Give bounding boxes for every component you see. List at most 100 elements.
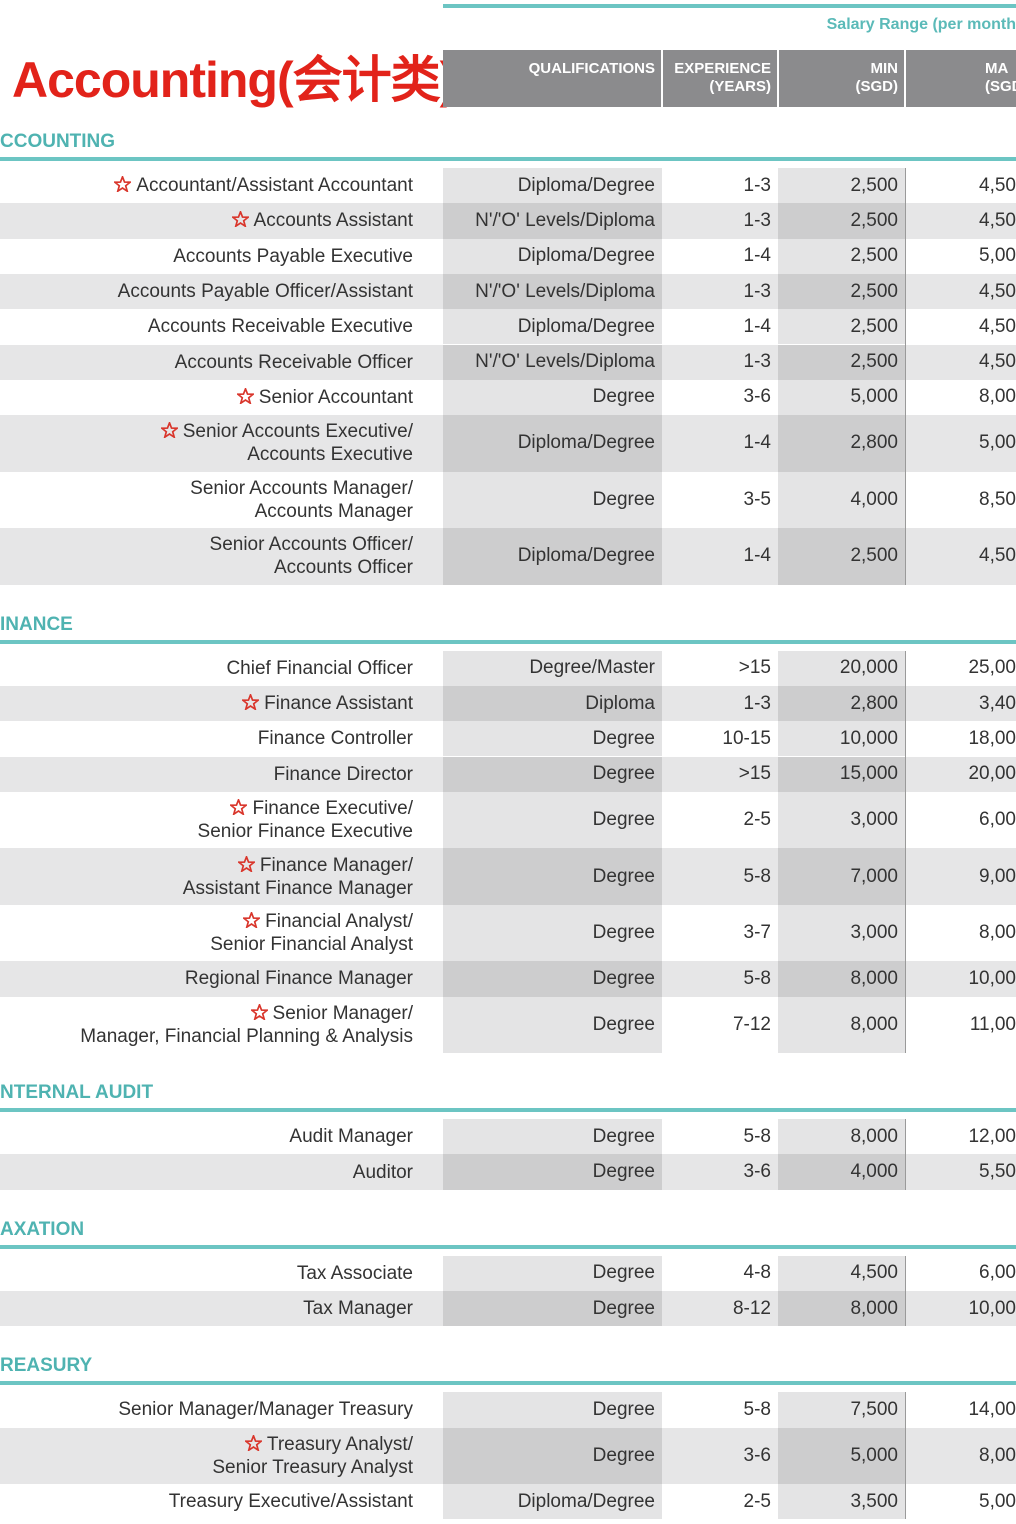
job-title-line: Senior Accounts Officer/ <box>210 533 413 556</box>
qualification-text: Degree <box>592 386 655 408</box>
job-title-line: Accounts Payable Executive <box>173 245 413 268</box>
job-title: Tax Manager <box>0 1291 413 1326</box>
job-title-line: Tax Associate <box>297 1262 413 1285</box>
qualification-text: Degree <box>592 727 655 749</box>
row-background <box>0 650 443 686</box>
job-title-line: Finance Assistant <box>242 692 413 715</box>
max-text: 5,50 <box>979 1161 1016 1183</box>
max-text: 4,50 <box>979 209 1016 231</box>
min-cell: 8,000 <box>778 996 905 1054</box>
qualification-text: Diploma/Degree <box>517 315 655 337</box>
job-title-text: Accounts Officer <box>273 557 413 579</box>
job-title-text: Finance Assistant <box>264 693 413 715</box>
job-title-line: Senior Accounts Manager/ <box>190 477 413 500</box>
min-cell: 5,000 <box>778 379 905 416</box>
row-background <box>0 344 443 380</box>
job-title-line: Finance Controller <box>258 727 413 750</box>
qualification-text: N'/'O' Levels/Diploma <box>475 209 655 231</box>
qualification-text: Diploma/Degree <box>517 174 655 196</box>
min-cell: 10,000 <box>778 721 905 757</box>
job-title: Accounts Payable Executive <box>0 239 413 274</box>
min-cell: 5,000 <box>778 1427 905 1485</box>
star-icon <box>250 1003 268 1020</box>
qualification-cell: Diploma <box>443 685 662 722</box>
star-icon <box>231 211 249 228</box>
min-cell: 2,500 <box>778 238 905 274</box>
max-text: 14,00 <box>968 1398 1016 1420</box>
section-heading: NTERNAL AUDIT <box>0 1082 154 1104</box>
job-title-text: Auditor <box>352 1161 413 1183</box>
row-background <box>0 961 443 997</box>
experience-cell: 2-5 <box>662 791 778 849</box>
qualification-text: Degree <box>592 1262 655 1284</box>
job-title: Finance Executive/Senior Finance Executi… <box>0 792 413 849</box>
job-title-text: Senior Accounts Executive/ <box>182 421 413 443</box>
qualification-text: Degree <box>592 1013 655 1035</box>
job-title-line: Finance Manager/ <box>237 854 413 877</box>
job-title-text: Accounts Executive <box>247 444 413 466</box>
job-title: Finance Assistant <box>0 686 413 721</box>
experience-cell: 5-8 <box>662 1392 778 1428</box>
job-title: Accounts Receivable Executive <box>0 309 413 344</box>
qualification-text: Degree <box>592 922 655 944</box>
row-background <box>0 309 443 345</box>
experience-cell: 3-6 <box>662 1427 778 1485</box>
job-title-text: Senior Accounts Manager/ <box>190 477 413 499</box>
qualification-cell: Degree <box>443 961 662 997</box>
qualification-text: Diploma <box>585 692 655 714</box>
max-cell: 3,40 <box>905 685 1016 722</box>
min-cell: 15,000 <box>778 756 905 792</box>
min-cell: 7,500 <box>778 1392 905 1428</box>
star-icon <box>236 387 254 404</box>
page-title: Accounting(会计类) <box>12 52 456 108</box>
job-title-line: Accountant/Assistant Accountant <box>114 174 413 197</box>
experience-cell: 5-8 <box>662 1119 778 1155</box>
job-title-line: Financial Analyst/ <box>243 910 413 933</box>
column-header-line: QUALIFICATIONS <box>528 60 655 77</box>
row-background <box>0 721 443 757</box>
header-divider <box>904 50 906 107</box>
column-header-line: (SGD <box>985 78 1016 95</box>
max-cell: 10,00 <box>905 1291 1016 1327</box>
job-title: Regional Finance Manager <box>0 961 413 996</box>
experience-text: 1-4 <box>743 315 771 337</box>
job-title-text: Audit Manager <box>289 1126 413 1148</box>
job-title: Senior Accounts Executive/Accounts Execu… <box>0 415 413 472</box>
max-cell: 5,00 <box>905 415 1016 472</box>
min-cell: 2,500 <box>778 528 905 585</box>
job-title-line: Treasury Executive/Assistant <box>169 1490 413 1513</box>
experience-text: 3-6 <box>743 1444 771 1466</box>
job-title-line: Finance Director <box>274 763 413 786</box>
min-text: 8,000 <box>850 1297 898 1319</box>
section-heading: INANCE <box>0 613 73 635</box>
experience-cell: 7-12 <box>662 996 778 1054</box>
max-cell: 4,50 <box>905 273 1016 310</box>
job-title-text: Senior Treasury Analyst <box>212 1456 413 1478</box>
job-title-line: Accounts Assistant <box>231 209 413 232</box>
experience-cell: 1-3 <box>662 273 778 310</box>
min-text: 2,800 <box>850 692 898 714</box>
star-icon <box>160 422 178 439</box>
experience-cell: 1-4 <box>662 238 778 274</box>
max-text: 12,00 <box>968 1125 1016 1147</box>
qualification-text: Degree <box>592 809 655 831</box>
row-background <box>0 238 443 274</box>
experience-text: 10-15 <box>722 727 771 749</box>
job-title-line: Audit Manager <box>289 1125 413 1148</box>
row-background <box>0 1291 443 1327</box>
experience-text: 2-5 <box>743 809 771 831</box>
min-cell: 2,800 <box>778 415 905 472</box>
job-title-text: Senior Manager/Manager Treasury <box>118 1399 413 1421</box>
max-text: 5,00 <box>979 1490 1016 1512</box>
job-title-line: Treasury Analyst/ <box>244 1433 413 1456</box>
job-title-text: Accounts Assistant <box>253 210 413 232</box>
job-title-text: Senior Financial Analyst <box>210 934 413 956</box>
experience-cell: 1-3 <box>662 203 778 239</box>
min-text: 2,500 <box>850 280 898 302</box>
min-cell: 3,000 <box>778 791 905 849</box>
max-cell: 4,50 <box>905 344 1016 380</box>
experience-cell: 1-4 <box>662 528 778 585</box>
qualification-cell: Degree <box>443 471 662 529</box>
job-title-text: Senior Accounts Officer/ <box>209 534 413 556</box>
job-title-line: Accounts Executive <box>247 443 413 466</box>
